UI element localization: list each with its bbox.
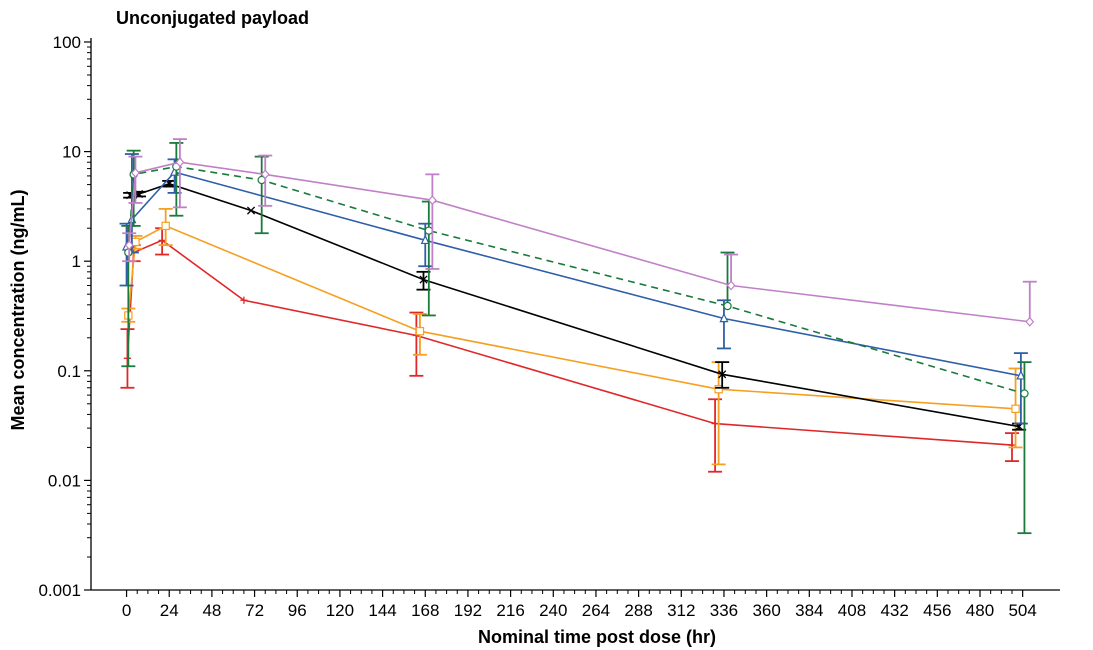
data-point	[1011, 404, 1020, 414]
data-point	[420, 234, 430, 245]
x-tick-label: 240	[539, 601, 567, 620]
x-tick-label: 336	[710, 601, 738, 620]
data-point	[161, 221, 170, 231]
data-point	[1025, 316, 1035, 327]
data-point	[124, 240, 134, 251]
data-point	[718, 370, 727, 379]
y-tick-label: 0.1	[57, 362, 81, 381]
x-tick-label: 432	[880, 601, 908, 620]
series-2	[121, 208, 1023, 466]
data-point	[424, 226, 434, 235]
chart-title: Unconjugated payload	[116, 8, 309, 28]
x-tick-label: 312	[667, 601, 695, 620]
data-point	[175, 157, 185, 168]
y-tick-label: 1	[72, 252, 81, 271]
series-6	[122, 138, 1037, 327]
data-point	[260, 169, 270, 180]
x-tick-label: 48	[202, 601, 221, 620]
data-point	[1016, 370, 1026, 380]
x-tick-label: 0	[122, 601, 131, 620]
x-tick-label: 168	[411, 601, 439, 620]
series-5	[121, 142, 1032, 535]
data-point	[1020, 389, 1029, 398]
series-3	[123, 179, 1027, 431]
axes: 0.001 0.01 0.1 1 10 100 0 24 48 72 96 120 144 168 192 2…	[38, 33, 1060, 620]
y-axis-label: Mean concentration (ng/mL)	[8, 189, 28, 430]
data-point	[723, 301, 732, 311]
data-point	[158, 236, 166, 244]
data-point	[726, 280, 736, 291]
x-tick-label: 264	[582, 601, 610, 620]
data-point	[134, 189, 144, 199]
x-tick-label: 384	[795, 601, 823, 620]
series-layer	[119, 138, 1037, 535]
series-line	[128, 161, 1030, 323]
x-tick-label: 216	[496, 601, 524, 620]
y-tick-label: 10	[62, 143, 81, 162]
data-point	[415, 326, 425, 336]
x-tick-label: 480	[966, 601, 994, 620]
x-tick-label: 456	[923, 601, 951, 620]
x-tick-label: 24	[160, 601, 179, 620]
series-line	[126, 239, 1013, 446]
x-tick-label: 504	[1008, 601, 1036, 620]
data-point	[240, 296, 248, 304]
x-tick-label: 360	[752, 601, 780, 620]
x-tick-label: 144	[368, 601, 396, 620]
data-point	[711, 419, 719, 428]
data-point	[131, 167, 140, 178]
data-point	[427, 195, 437, 206]
x-tick-label: 288	[624, 601, 652, 620]
x-axis-label: Nominal time post dose (hr)	[478, 627, 716, 647]
data-point	[419, 275, 428, 284]
x-tick-label: 408	[838, 601, 866, 620]
data-point	[719, 312, 729, 323]
x-tick-label: 72	[245, 601, 264, 620]
series-line	[125, 171, 1022, 377]
data-point	[246, 206, 256, 215]
x-tick-label: 96	[288, 601, 307, 620]
series-line	[127, 225, 1016, 410]
y-tick-label: 0.01	[48, 471, 81, 490]
y-tick-label: 100	[53, 33, 81, 52]
data-point	[714, 384, 723, 394]
x-tick-label: 120	[326, 601, 354, 620]
series-4	[119, 153, 1028, 425]
x-tick-label: 192	[454, 601, 482, 620]
y-tick-label: 0.001	[38, 581, 81, 600]
